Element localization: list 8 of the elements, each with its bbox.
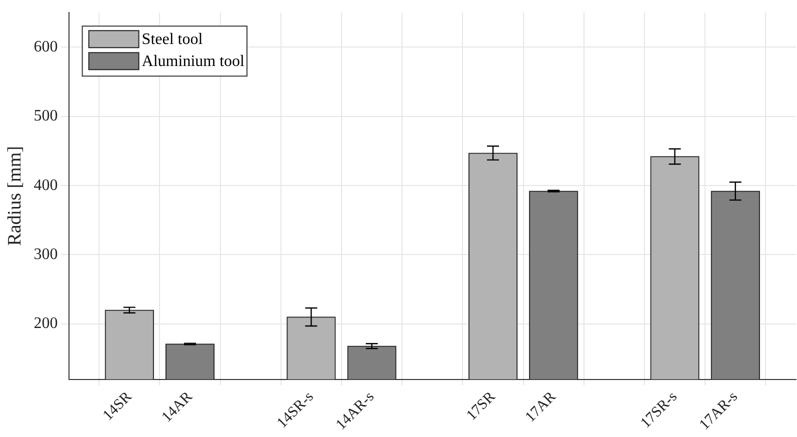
legend-label: Steel tool <box>142 30 204 48</box>
y-tick-label: 500 <box>34 108 58 125</box>
y-tick-label: 600 <box>34 38 58 56</box>
y-axis-title: Radius [mm] <box>4 146 26 246</box>
y-tick-label: 400 <box>34 176 58 194</box>
y-tick-label: 300 <box>34 246 58 263</box>
y-tick-label: 200 <box>34 315 58 332</box>
legend-label: Aluminium tool <box>142 52 246 70</box>
